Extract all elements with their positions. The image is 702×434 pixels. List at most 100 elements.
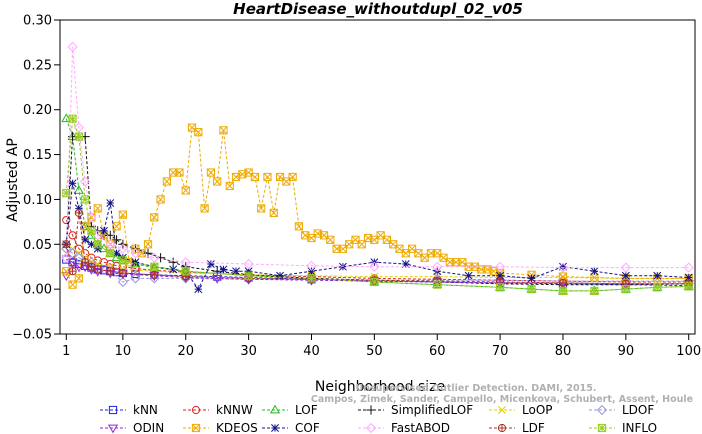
y-axis-label: Adjusted AP	[5, 138, 21, 222]
legend-marker-ldf	[497, 423, 507, 433]
data-point-ldf	[62, 240, 71, 249]
data-point-kdeos	[225, 181, 234, 191]
legend-label-inflo: INFLO	[622, 421, 657, 434]
data-point-fastabod	[149, 252, 160, 263]
data-point-inflo	[653, 283, 662, 292]
legend-label-loop: LoOP	[522, 403, 553, 417]
data-point-kdeos	[257, 204, 266, 213]
data-point-kdeos	[200, 204, 209, 213]
legend-marker-knn	[108, 405, 118, 415]
data-point-fastabod	[67, 41, 78, 53]
data-point-kdeos	[294, 222, 304, 231]
y-tick-label: 0.25	[23, 58, 52, 73]
data-point-kdeos	[156, 195, 165, 204]
data-point-ldf	[93, 265, 102, 274]
legend-marker-ldof	[596, 404, 608, 416]
legend-item-lof: LOF	[262, 403, 318, 417]
data-point-kdeos	[407, 244, 417, 253]
data-point-fastabod	[369, 261, 380, 272]
data-point-kdeos	[93, 204, 102, 213]
data-point-lof	[130, 258, 141, 268]
data-point-cof	[219, 265, 228, 274]
data-point-lof	[61, 113, 72, 123]
data-point-inflo	[307, 274, 316, 283]
x-tick-label: 1	[62, 344, 70, 359]
legend-marker-simplifiedlof	[366, 405, 376, 415]
series-line-ldf	[65, 212, 689, 285]
data-point-cof	[621, 271, 630, 280]
data-point-fastabod	[494, 261, 506, 272]
data-point-fastabod	[73, 122, 84, 133]
data-point-kdeos	[194, 128, 203, 137]
data-point-fastabod	[117, 243, 128, 254]
data-point-kdeos	[181, 186, 190, 195]
chart-title: HeartDisease_withoutdupl_02_v05	[233, 0, 523, 18]
data-point-inflo	[244, 271, 253, 280]
watermark-line-2: Campos, Zimek, Sander, Campello, Micenko…	[311, 394, 693, 405]
data-point-kdeos	[162, 177, 171, 186]
x-tick-label: 100	[676, 344, 701, 359]
data-point-inflo	[527, 285, 536, 294]
data-point-kdeos	[118, 210, 127, 219]
data-point-ldof	[67, 248, 78, 259]
data-point-odin	[73, 263, 84, 273]
data-point-kdeos	[150, 213, 159, 222]
data-point-kdeos	[219, 126, 228, 135]
x-tick-label: 50	[366, 344, 383, 359]
data-point-inflo	[74, 132, 83, 141]
legend-item-loop: LoOP	[489, 403, 553, 417]
data-point-knnw	[112, 261, 121, 270]
data-point-inflo	[87, 226, 96, 235]
data-point-lof	[98, 243, 110, 253]
data-point-fastabod	[683, 262, 694, 273]
legend: kNN kNNW LOF SimplifiedLOF LoOP LDOF ODIN KDEOS…	[100, 403, 657, 434]
data-point-cof	[307, 267, 316, 276]
legend-label-knn: kNN	[133, 403, 158, 417]
legend-item-cof: COF	[262, 421, 320, 434]
data-point-cof	[100, 226, 108, 235]
data-point-knnw	[81, 249, 90, 258]
data-point-simplifiedlof	[168, 257, 178, 267]
legend-item-odin: ODIN	[100, 421, 164, 434]
data-point-kdeos	[338, 244, 348, 253]
legend-item-knnw: kNNW	[183, 403, 253, 417]
data-point-inflo	[68, 114, 77, 123]
data-point-fastabod	[243, 258, 254, 270]
y-tick-label: 0.05	[23, 238, 52, 253]
data-point-inflo	[181, 267, 190, 276]
x-tick-label: 30	[240, 344, 257, 359]
data-point-fastabod	[105, 239, 116, 250]
data-point-inflo	[684, 282, 693, 291]
legend-marker-kdeos	[191, 423, 201, 433]
data-point-cof	[74, 204, 83, 213]
data-point-kdeos	[288, 172, 297, 182]
legend-marker-loop	[498, 406, 506, 414]
data-point-inflo	[150, 262, 159, 271]
data-point-lof	[73, 185, 84, 194]
data-point-knnw	[62, 215, 71, 225]
legend-item-fastabod: FastABOD	[358, 421, 450, 434]
x-axis-label: Neighborhood size	[315, 379, 445, 395]
data-point-fastabod	[557, 262, 569, 273]
x-tick-label: 10	[115, 344, 132, 359]
data-point-cof	[106, 199, 115, 207]
legend-label-ldf: LDF	[522, 421, 545, 434]
data-point-inflo	[590, 286, 599, 296]
x-tick-label: 40	[303, 344, 320, 359]
data-point-kdeos	[269, 208, 278, 217]
data-point-cof	[527, 274, 536, 283]
data-point-fastabod	[86, 212, 97, 223]
data-point-cof	[131, 258, 140, 267]
legend-label-knnw: kNNW	[216, 403, 253, 417]
data-point-odin	[67, 258, 78, 268]
data-point-cof	[68, 179, 77, 188]
legend-item-inflo: INFLO	[589, 421, 657, 434]
y-tick-label: 0.30	[23, 14, 52, 29]
plot-frame	[59, 19, 696, 335]
legend-label-cof: COF	[295, 421, 320, 434]
data-point-kdeos	[112, 222, 121, 231]
data-point-inflo	[370, 277, 379, 287]
legend-marker-odin	[107, 424, 119, 434]
data-point-kdeos	[250, 172, 260, 182]
